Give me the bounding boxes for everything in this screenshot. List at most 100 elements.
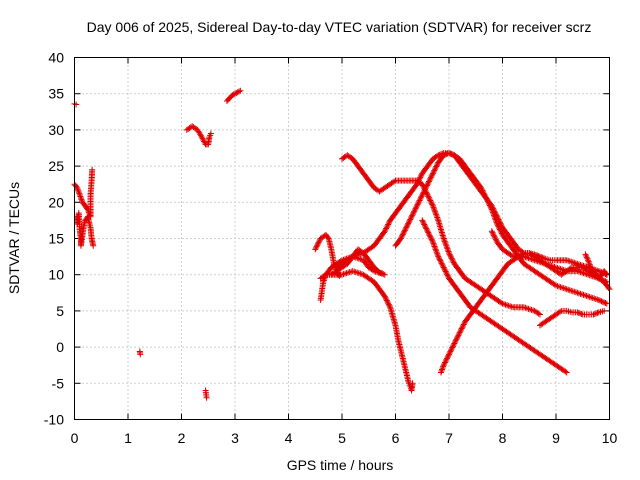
data-point xyxy=(446,150,452,157)
data-point xyxy=(433,247,440,254)
data-point xyxy=(441,359,448,366)
data-point xyxy=(423,225,430,232)
data-point xyxy=(414,201,421,208)
data-point xyxy=(198,134,205,141)
y-tick-label: 35 xyxy=(48,86,64,102)
data-point xyxy=(442,239,449,246)
data-point xyxy=(585,293,592,300)
grid xyxy=(74,57,610,420)
data-point xyxy=(531,251,538,258)
data-point xyxy=(460,321,467,328)
data-point xyxy=(497,227,504,234)
data-point xyxy=(569,259,576,266)
data-point xyxy=(423,183,430,190)
data-point xyxy=(230,91,237,98)
data-point xyxy=(448,255,455,262)
data-point xyxy=(602,278,609,285)
data-point xyxy=(483,195,490,202)
data-point xyxy=(447,348,454,355)
y-tick-label: -5 xyxy=(52,375,65,391)
data-point xyxy=(236,88,243,95)
x-tick-label: 6 xyxy=(392,430,400,446)
x-tick-label: 10 xyxy=(602,430,618,446)
data-point xyxy=(433,153,440,160)
series-arc-s xyxy=(582,251,610,282)
data-point xyxy=(508,303,515,310)
data-point xyxy=(312,246,319,253)
data-point xyxy=(427,175,434,182)
data-point xyxy=(591,295,598,302)
data-point xyxy=(582,292,589,299)
data-point xyxy=(457,328,464,335)
data-point xyxy=(431,242,438,249)
data-point xyxy=(562,285,569,292)
data-point xyxy=(535,253,542,260)
data-point xyxy=(431,243,438,250)
data-point xyxy=(399,231,406,238)
data-point xyxy=(137,351,144,358)
data-point xyxy=(489,229,496,236)
data-point xyxy=(433,163,440,170)
data-point xyxy=(447,252,454,259)
data-point xyxy=(585,257,592,264)
data-point xyxy=(438,260,445,267)
data-point xyxy=(199,135,206,142)
data-point xyxy=(408,213,415,220)
data-point xyxy=(430,204,437,211)
data-point xyxy=(433,162,440,169)
data-point xyxy=(484,198,491,205)
data-point xyxy=(425,194,432,201)
data-point xyxy=(443,151,450,158)
data-point xyxy=(536,311,543,318)
data-point xyxy=(412,205,419,212)
data-point xyxy=(532,251,539,258)
data-point xyxy=(383,225,390,232)
data-point xyxy=(324,234,331,241)
data-point xyxy=(577,290,584,297)
data-point xyxy=(569,288,576,295)
data-point xyxy=(444,272,451,279)
data-point xyxy=(402,225,409,232)
data-point xyxy=(450,258,457,265)
data-point xyxy=(415,200,422,207)
series-arc-l xyxy=(339,152,543,318)
data-point xyxy=(456,329,463,336)
x-tick-label: 8 xyxy=(499,430,507,446)
data-point xyxy=(415,198,422,205)
data-point xyxy=(385,301,392,308)
data-point xyxy=(583,254,590,261)
data-point xyxy=(493,219,500,226)
data-point xyxy=(76,190,83,197)
data-point xyxy=(429,170,436,177)
data-point xyxy=(583,292,590,299)
data-point xyxy=(432,208,439,215)
data-point xyxy=(574,309,581,316)
data-point xyxy=(507,303,514,310)
data-point xyxy=(458,326,465,333)
data-point xyxy=(603,300,610,307)
data-point xyxy=(410,209,417,216)
data-point xyxy=(430,240,437,247)
data-point xyxy=(409,212,416,219)
data-point xyxy=(489,209,496,216)
data-point xyxy=(405,220,412,227)
series-arc-k xyxy=(328,268,416,394)
data-point xyxy=(603,278,610,285)
series-arc-d xyxy=(136,348,144,358)
data-point xyxy=(492,216,499,223)
data-point xyxy=(452,339,459,346)
y-tick-label: 30 xyxy=(48,122,64,138)
data-point xyxy=(407,215,414,222)
data-point xyxy=(590,311,597,318)
data-point xyxy=(419,218,426,225)
data-point xyxy=(586,293,593,300)
data-point xyxy=(492,236,499,243)
data-points xyxy=(71,87,613,401)
data-point xyxy=(403,223,410,230)
data-point xyxy=(369,267,376,274)
data-point xyxy=(428,200,435,207)
data-point xyxy=(586,261,593,268)
data-point xyxy=(385,220,392,227)
data-point xyxy=(448,254,455,261)
data-point xyxy=(383,297,390,304)
